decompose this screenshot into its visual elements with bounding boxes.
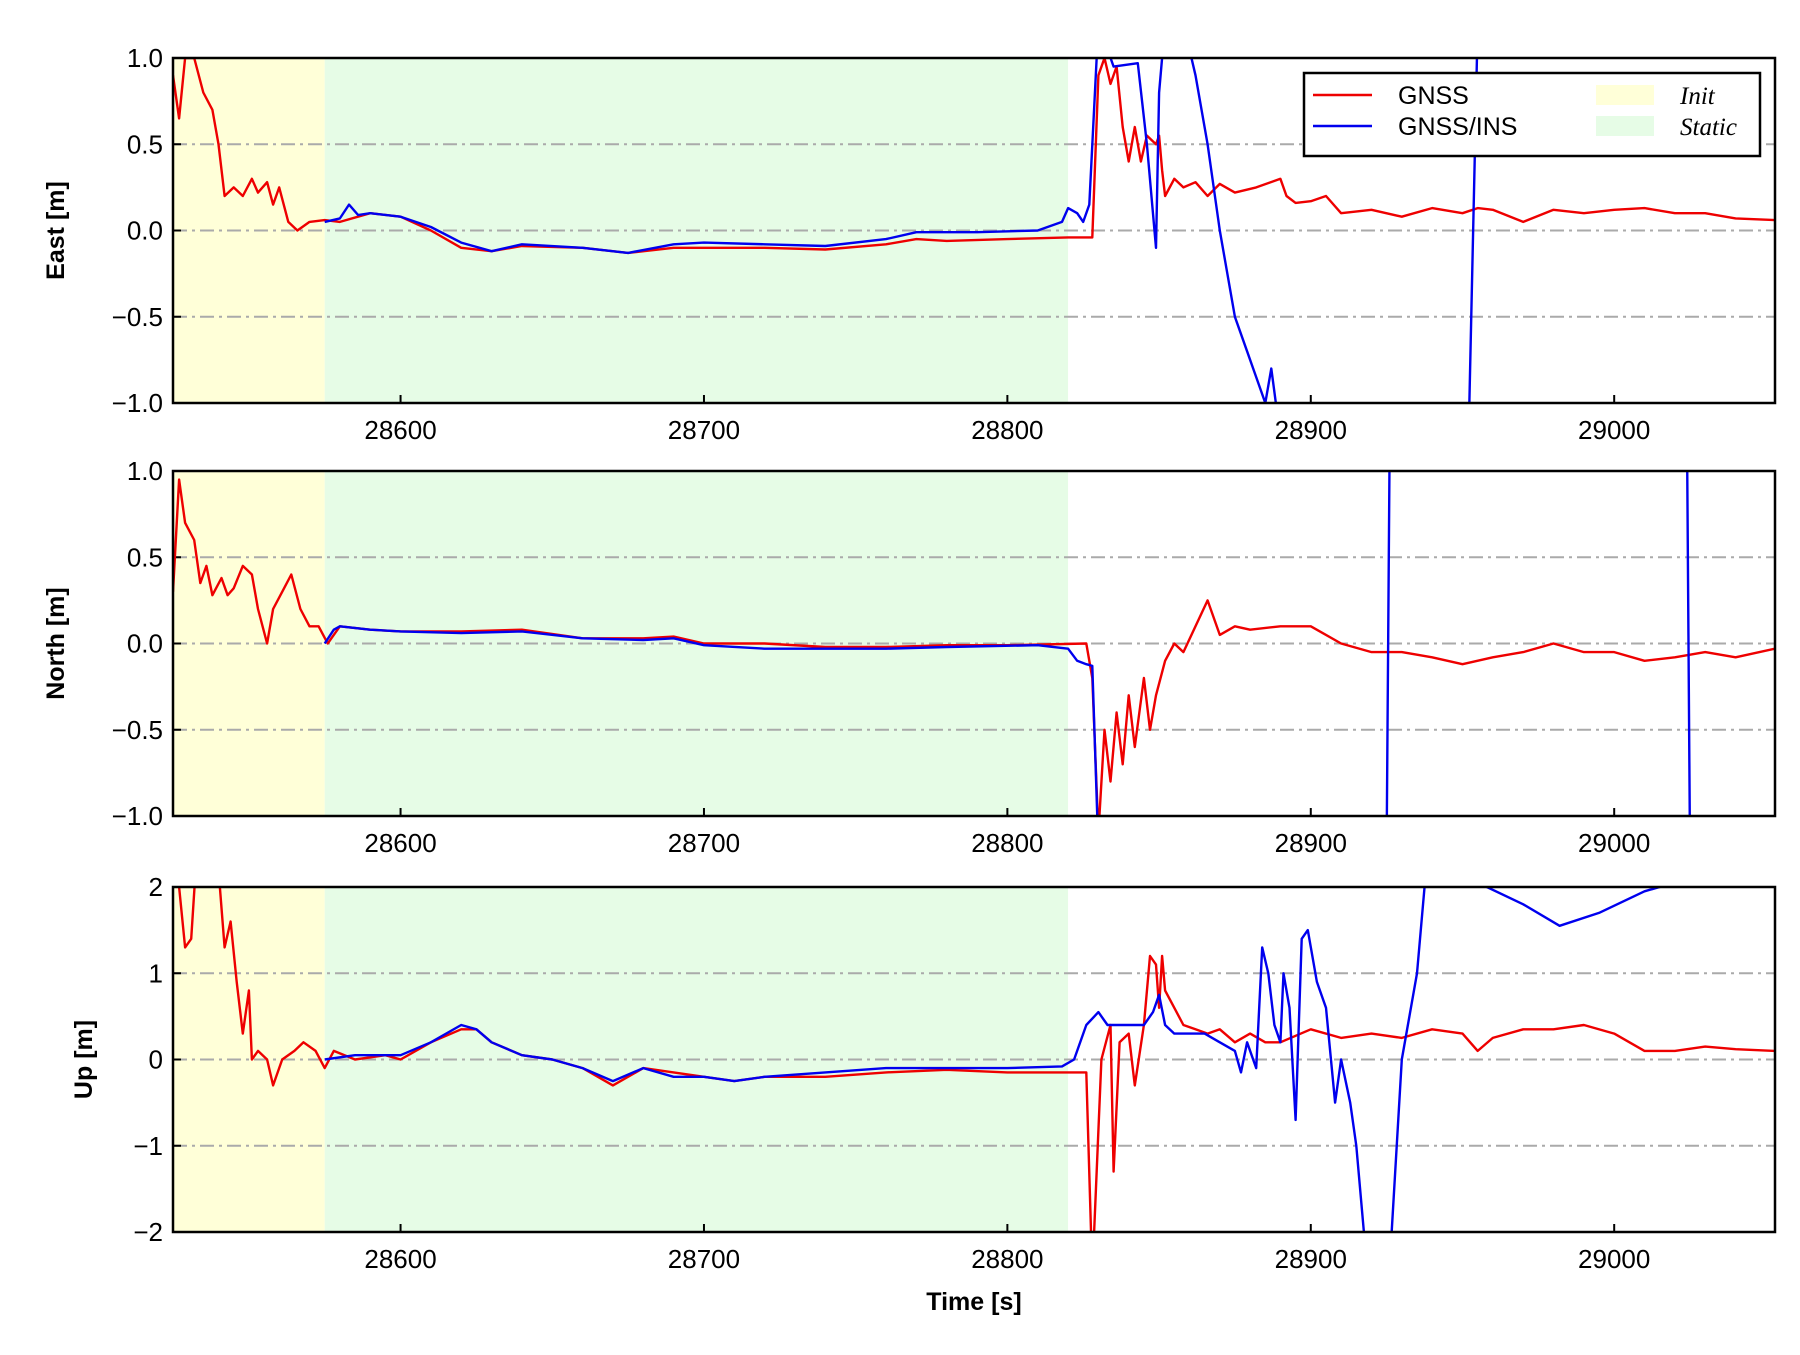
plot-frame bbox=[171, 885, 1777, 1234]
y-tick-label: −1.0 bbox=[112, 801, 163, 831]
y-tick-label: 2 bbox=[149, 872, 163, 902]
x-tick-label: 28800 bbox=[971, 415, 1043, 445]
y-axis-label: Up [m] bbox=[70, 1020, 98, 1099]
y-tick-label: 1.0 bbox=[127, 456, 163, 486]
y-tick-label: −1.0 bbox=[112, 388, 163, 418]
x-tick-label: 28900 bbox=[1275, 828, 1347, 858]
legend-static-label: Static bbox=[1680, 114, 1737, 141]
legend-ins-label: GNSS/INS bbox=[1398, 113, 1517, 141]
subplot-north: −1.0 −0.5 0.0 0.5 1.0 28600 28700 28800 28900 290… bbox=[42, 456, 1777, 858]
y-tick-label: −2 bbox=[133, 1217, 163, 1247]
y-tick-label: 1.0 bbox=[127, 43, 163, 73]
x-tick-label: 29000 bbox=[1578, 1244, 1650, 1274]
x-axis-label: Time [s] bbox=[926, 1288, 1021, 1316]
series-gnss-ins-line bbox=[324, 887, 1665, 1232]
y-axis-label: North [m] bbox=[42, 587, 70, 699]
plot-frame bbox=[171, 56, 1777, 405]
x-tick-label: 28800 bbox=[971, 828, 1043, 858]
subplot-east: −1.0 −0.5 0.0 0.5 1.0 28600 28700 28800 28900 290… bbox=[42, 43, 1777, 445]
x-tick-label: 28600 bbox=[364, 1244, 436, 1274]
legend-static-swatch bbox=[1596, 116, 1654, 136]
x-tick-label: 28600 bbox=[364, 415, 436, 445]
y-tick-label: −1 bbox=[133, 1131, 163, 1161]
y-tick-label: 0 bbox=[149, 1045, 163, 1075]
series-gnss-line bbox=[177, 887, 1775, 1232]
series-gnss-line bbox=[173, 58, 1775, 255]
x-tick-label: 28700 bbox=[668, 828, 740, 858]
series-gnss-line bbox=[173, 478, 1775, 816]
y-tick-label: −0.5 bbox=[112, 302, 163, 332]
y-axis-label: East [m] bbox=[42, 181, 70, 280]
y-tick-label: 0.0 bbox=[127, 629, 163, 659]
x-tick-label: 29000 bbox=[1578, 415, 1650, 445]
y-tick-label: 0.5 bbox=[127, 129, 163, 159]
subplot-up: −2 −1 0 1 2 28600 28700 28800 28900 29000 Up [m] bbox=[70, 872, 1777, 1274]
x-tick-label: 28900 bbox=[1275, 415, 1347, 445]
legend: GNSS GNSS/INS Init Static bbox=[1302, 71, 1762, 158]
legend-init-swatch bbox=[1596, 85, 1654, 105]
legend-init-label: Init bbox=[1679, 83, 1716, 110]
x-tick-label: 28600 bbox=[364, 828, 436, 858]
x-tick-label: 28700 bbox=[668, 1244, 740, 1274]
legend-gnss-label: GNSS bbox=[1398, 82, 1469, 110]
y-tick-label: −0.5 bbox=[112, 715, 163, 745]
x-tick-label: 28900 bbox=[1275, 1244, 1347, 1274]
y-tick-label: 1 bbox=[149, 958, 163, 988]
x-tick-label: 29000 bbox=[1578, 828, 1650, 858]
x-tick-label: 28800 bbox=[971, 1244, 1043, 1274]
x-tick-label: 28700 bbox=[668, 415, 740, 445]
series-gnss-ins-line bbox=[323, 471, 1691, 816]
series-gnss-ins-line bbox=[324, 58, 1479, 403]
y-tick-label: 0.5 bbox=[127, 542, 163, 572]
plot-frame bbox=[171, 469, 1777, 818]
y-tick-label: 0.0 bbox=[127, 216, 163, 246]
